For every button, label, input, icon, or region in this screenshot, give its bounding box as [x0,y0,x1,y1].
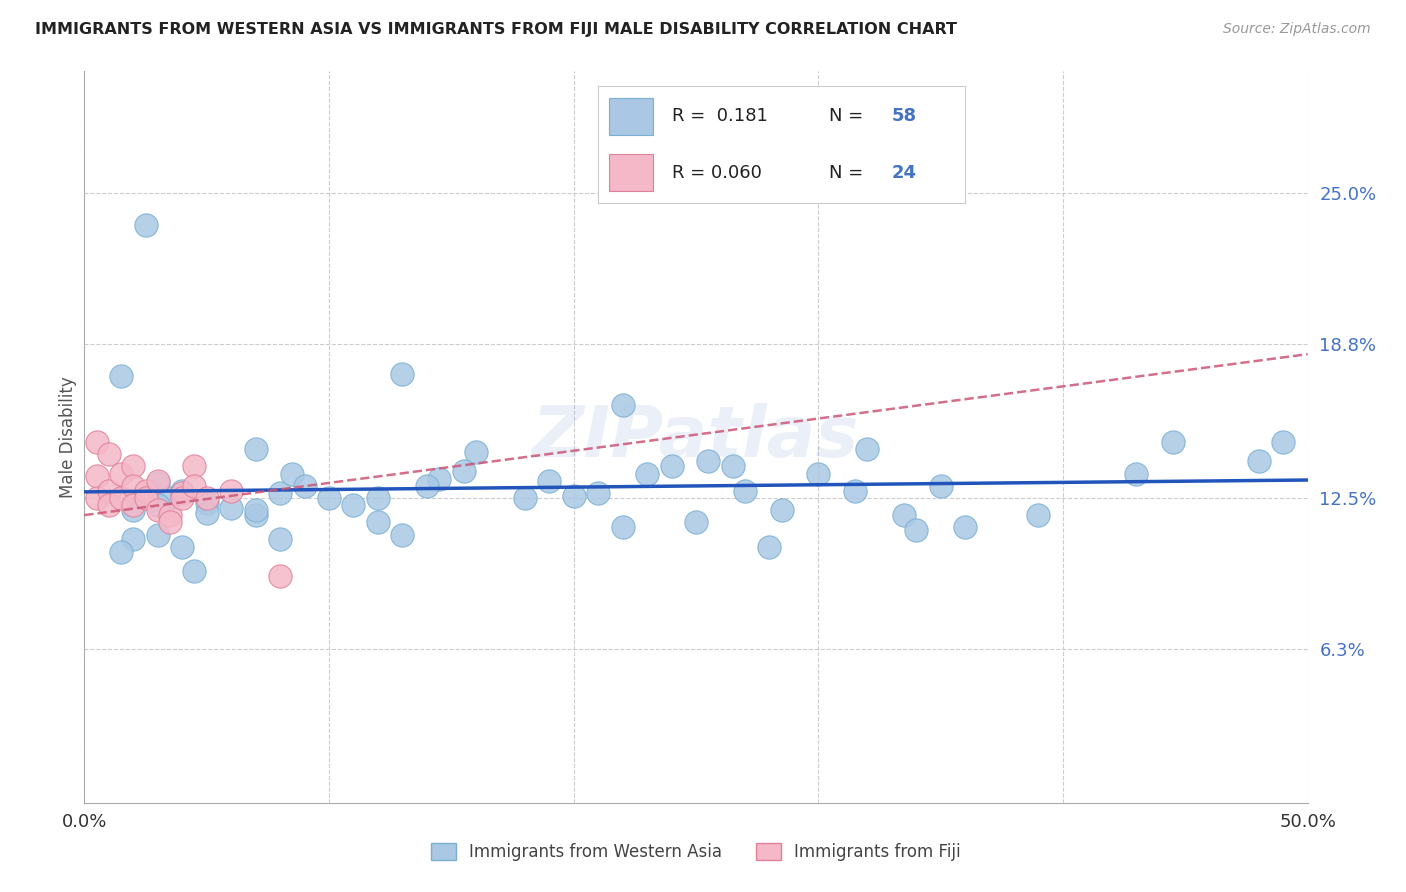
Point [122,533,145,547]
Point [269,533,291,547]
Point [416,479,439,493]
Point [245,442,267,457]
Text: IMMIGRANTS FROM WESTERN ASIA VS IMMIGRANTS FROM FIJI MALE DISABILITY CORRELATION: IMMIGRANTS FROM WESTERN ASIA VS IMMIGRAN… [35,22,957,37]
Point [245,508,267,522]
Point [807,467,830,481]
Point [135,491,157,505]
Point [391,367,413,381]
Point [513,491,536,505]
Point [195,496,218,510]
Point [636,467,658,481]
Point [219,500,242,515]
Point [245,503,267,517]
Point [159,516,181,530]
Point [172,486,194,500]
Point [195,506,218,520]
Point [367,516,389,530]
Point [183,479,205,493]
Point [562,489,585,503]
Point [1272,434,1295,449]
Point [269,569,291,583]
Point [172,491,194,505]
Point [464,444,486,458]
Point [135,483,157,498]
Point [159,508,181,522]
Point [122,479,145,493]
Point [1247,454,1270,468]
Point [172,483,194,498]
Point [318,491,340,505]
Point [844,483,866,498]
Point [146,527,169,541]
Point [159,491,181,505]
Point [122,459,145,474]
Point [110,467,132,481]
Point [110,491,132,505]
Point [953,520,976,534]
Point [146,476,169,491]
Point [427,471,450,485]
Text: Source: ZipAtlas.com: Source: ZipAtlas.com [1223,22,1371,37]
Point [586,486,609,500]
Point [219,483,242,498]
Point [758,540,780,554]
Point [97,483,120,498]
Point [905,523,928,537]
Point [146,503,169,517]
Point [612,520,634,534]
Point [391,527,413,541]
Point [86,434,108,449]
Point [770,503,793,517]
Point [183,564,205,578]
Point [97,447,120,461]
Point [110,369,132,384]
Point [697,454,720,468]
Point [721,459,744,474]
Point [893,508,915,522]
Point [734,483,756,498]
Text: ZIPatlas: ZIPatlas [533,402,859,472]
Point [86,469,108,483]
Point [453,464,475,478]
Point [1125,467,1147,481]
Point [1028,508,1050,522]
Y-axis label: Male Disability: Male Disability [59,376,77,498]
Point [661,459,683,474]
Point [195,491,218,505]
Point [342,499,364,513]
Point [294,479,316,493]
Point [135,218,157,232]
Point [146,474,169,488]
Point [1161,434,1184,449]
Point [538,474,561,488]
Point [183,459,205,474]
Point [367,491,389,505]
Point [172,540,194,554]
Point [856,442,879,457]
Point [97,499,120,513]
Point [86,491,108,505]
Point [110,544,132,558]
Point [281,467,304,481]
Point [146,499,169,513]
Point [269,486,291,500]
Point [612,398,634,412]
Point [122,499,145,513]
Point [929,479,952,493]
Legend: Immigrants from Western Asia, Immigrants from Fiji: Immigrants from Western Asia, Immigrants… [425,836,967,868]
Point [122,503,145,517]
Point [685,516,707,530]
